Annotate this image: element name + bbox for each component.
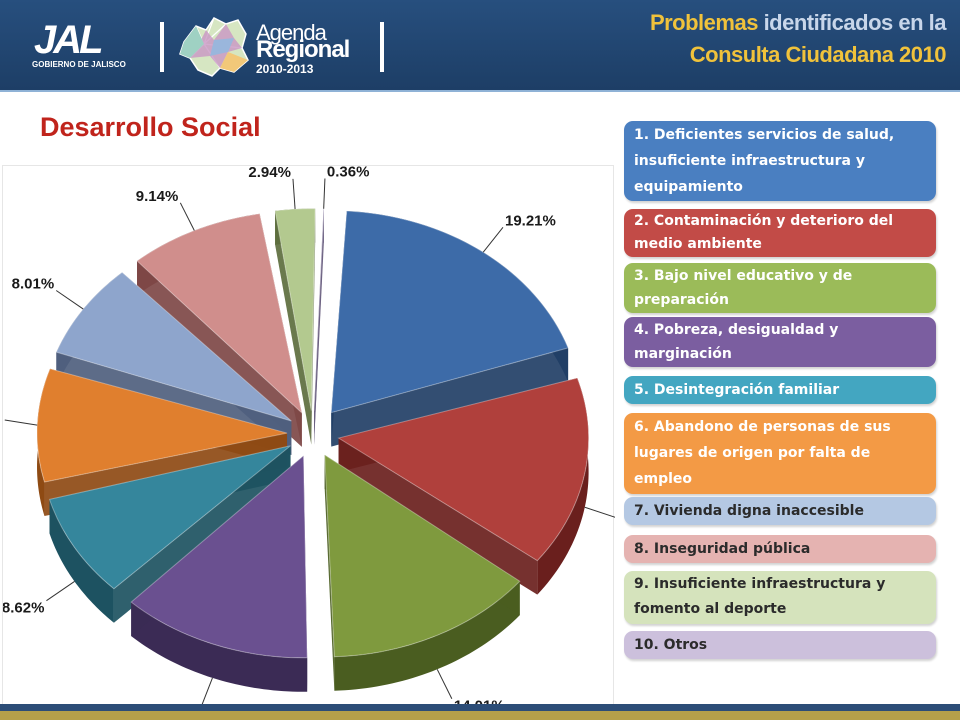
pie-slice-1 bbox=[330, 210, 569, 447]
legend-item-8: 8. Inseguridad pública bbox=[624, 535, 936, 563]
legend-item-4: 4. Pobreza, desigualdad y marginación bbox=[624, 317, 936, 367]
header-title-line1: Problemas identificados en la bbox=[649, 10, 947, 36]
leader-line-8 bbox=[179, 202, 195, 231]
data-label-1: 19.21% bbox=[505, 212, 556, 229]
data-label-3: 14.01% bbox=[454, 698, 505, 706]
leader-line-3 bbox=[436, 669, 453, 699]
pie-slice-5 bbox=[48, 445, 291, 623]
pie-slice-9 bbox=[274, 208, 316, 445]
legend-item-2: 2. Contaminación y deterioro del medio a… bbox=[624, 209, 936, 257]
data-label-10: 0.36% bbox=[327, 166, 370, 181]
data-label-9: 2.94% bbox=[248, 166, 291, 181]
logo-text: JAL bbox=[34, 18, 104, 62]
pie-chart-area: 19.21%15.56%14.01%12.72%8.62%9.43%8.01%9… bbox=[2, 165, 615, 706]
leader-line-10 bbox=[323, 178, 326, 209]
header-title-highlight: Problemas bbox=[649, 10, 759, 35]
data-label-5: 8.62% bbox=[3, 600, 44, 617]
footer-bar-blue bbox=[0, 704, 960, 711]
legend-item-9: 9. Insuficiente infraestructura y foment… bbox=[624, 571, 936, 624]
header-divider-line bbox=[0, 90, 960, 92]
pie-slice-2 bbox=[337, 377, 590, 595]
leader-line-2 bbox=[584, 506, 615, 518]
pie-slice-3 bbox=[324, 453, 521, 691]
legend-item-5: 5. Desintegración familiar bbox=[624, 376, 936, 404]
leader-line-9 bbox=[292, 178, 296, 210]
logo-subtitle: GOBIERNO DE JALISCO bbox=[32, 60, 126, 69]
jalisco-map-icon bbox=[179, 17, 249, 77]
pie-slice-10 bbox=[313, 208, 325, 445]
leader-line-6 bbox=[4, 419, 38, 426]
header-title-rest: identificados en la bbox=[763, 10, 947, 35]
footer-bar-gold bbox=[0, 711, 960, 720]
header-separator-right bbox=[380, 22, 384, 72]
agenda-years: 2010-2013 bbox=[256, 62, 314, 76]
legend-item-3: 3. Bajo nivel educativo y de preparación bbox=[624, 263, 936, 313]
section-title: Desarrollo Social bbox=[40, 112, 261, 142]
leader-line-7 bbox=[55, 290, 84, 310]
data-label-7: 8.01% bbox=[12, 276, 55, 293]
data-label-8: 9.14% bbox=[136, 188, 179, 205]
legend-item-7: 7. Vivienda digna inaccesible bbox=[624, 497, 936, 525]
legend-item-1: 1. Deficientes servicios de salud, insuf… bbox=[624, 121, 936, 201]
agenda-title-line2: Regional bbox=[256, 36, 350, 63]
header-title-line2: Consulta Ciudadana 2010 bbox=[689, 42, 947, 67]
leader-line-4 bbox=[200, 677, 213, 706]
header-separator-left bbox=[160, 22, 164, 72]
pie-chart: 19.21%15.56%14.01%12.72%8.62%9.43%8.01%9… bbox=[3, 166, 615, 706]
leader-line-5 bbox=[46, 581, 75, 602]
jalisco-logo: JAL GOBIERNO DE JALISCO bbox=[30, 18, 134, 76]
legend-item-6: 6. Abandono de personas de sus lugares d… bbox=[624, 413, 936, 494]
legend-item-10: 10. Otros bbox=[624, 631, 936, 659]
agenda-title-line1: Agenda bbox=[256, 20, 327, 45]
leader-line-1 bbox=[482, 227, 504, 253]
pie-slice-4 bbox=[130, 454, 308, 692]
